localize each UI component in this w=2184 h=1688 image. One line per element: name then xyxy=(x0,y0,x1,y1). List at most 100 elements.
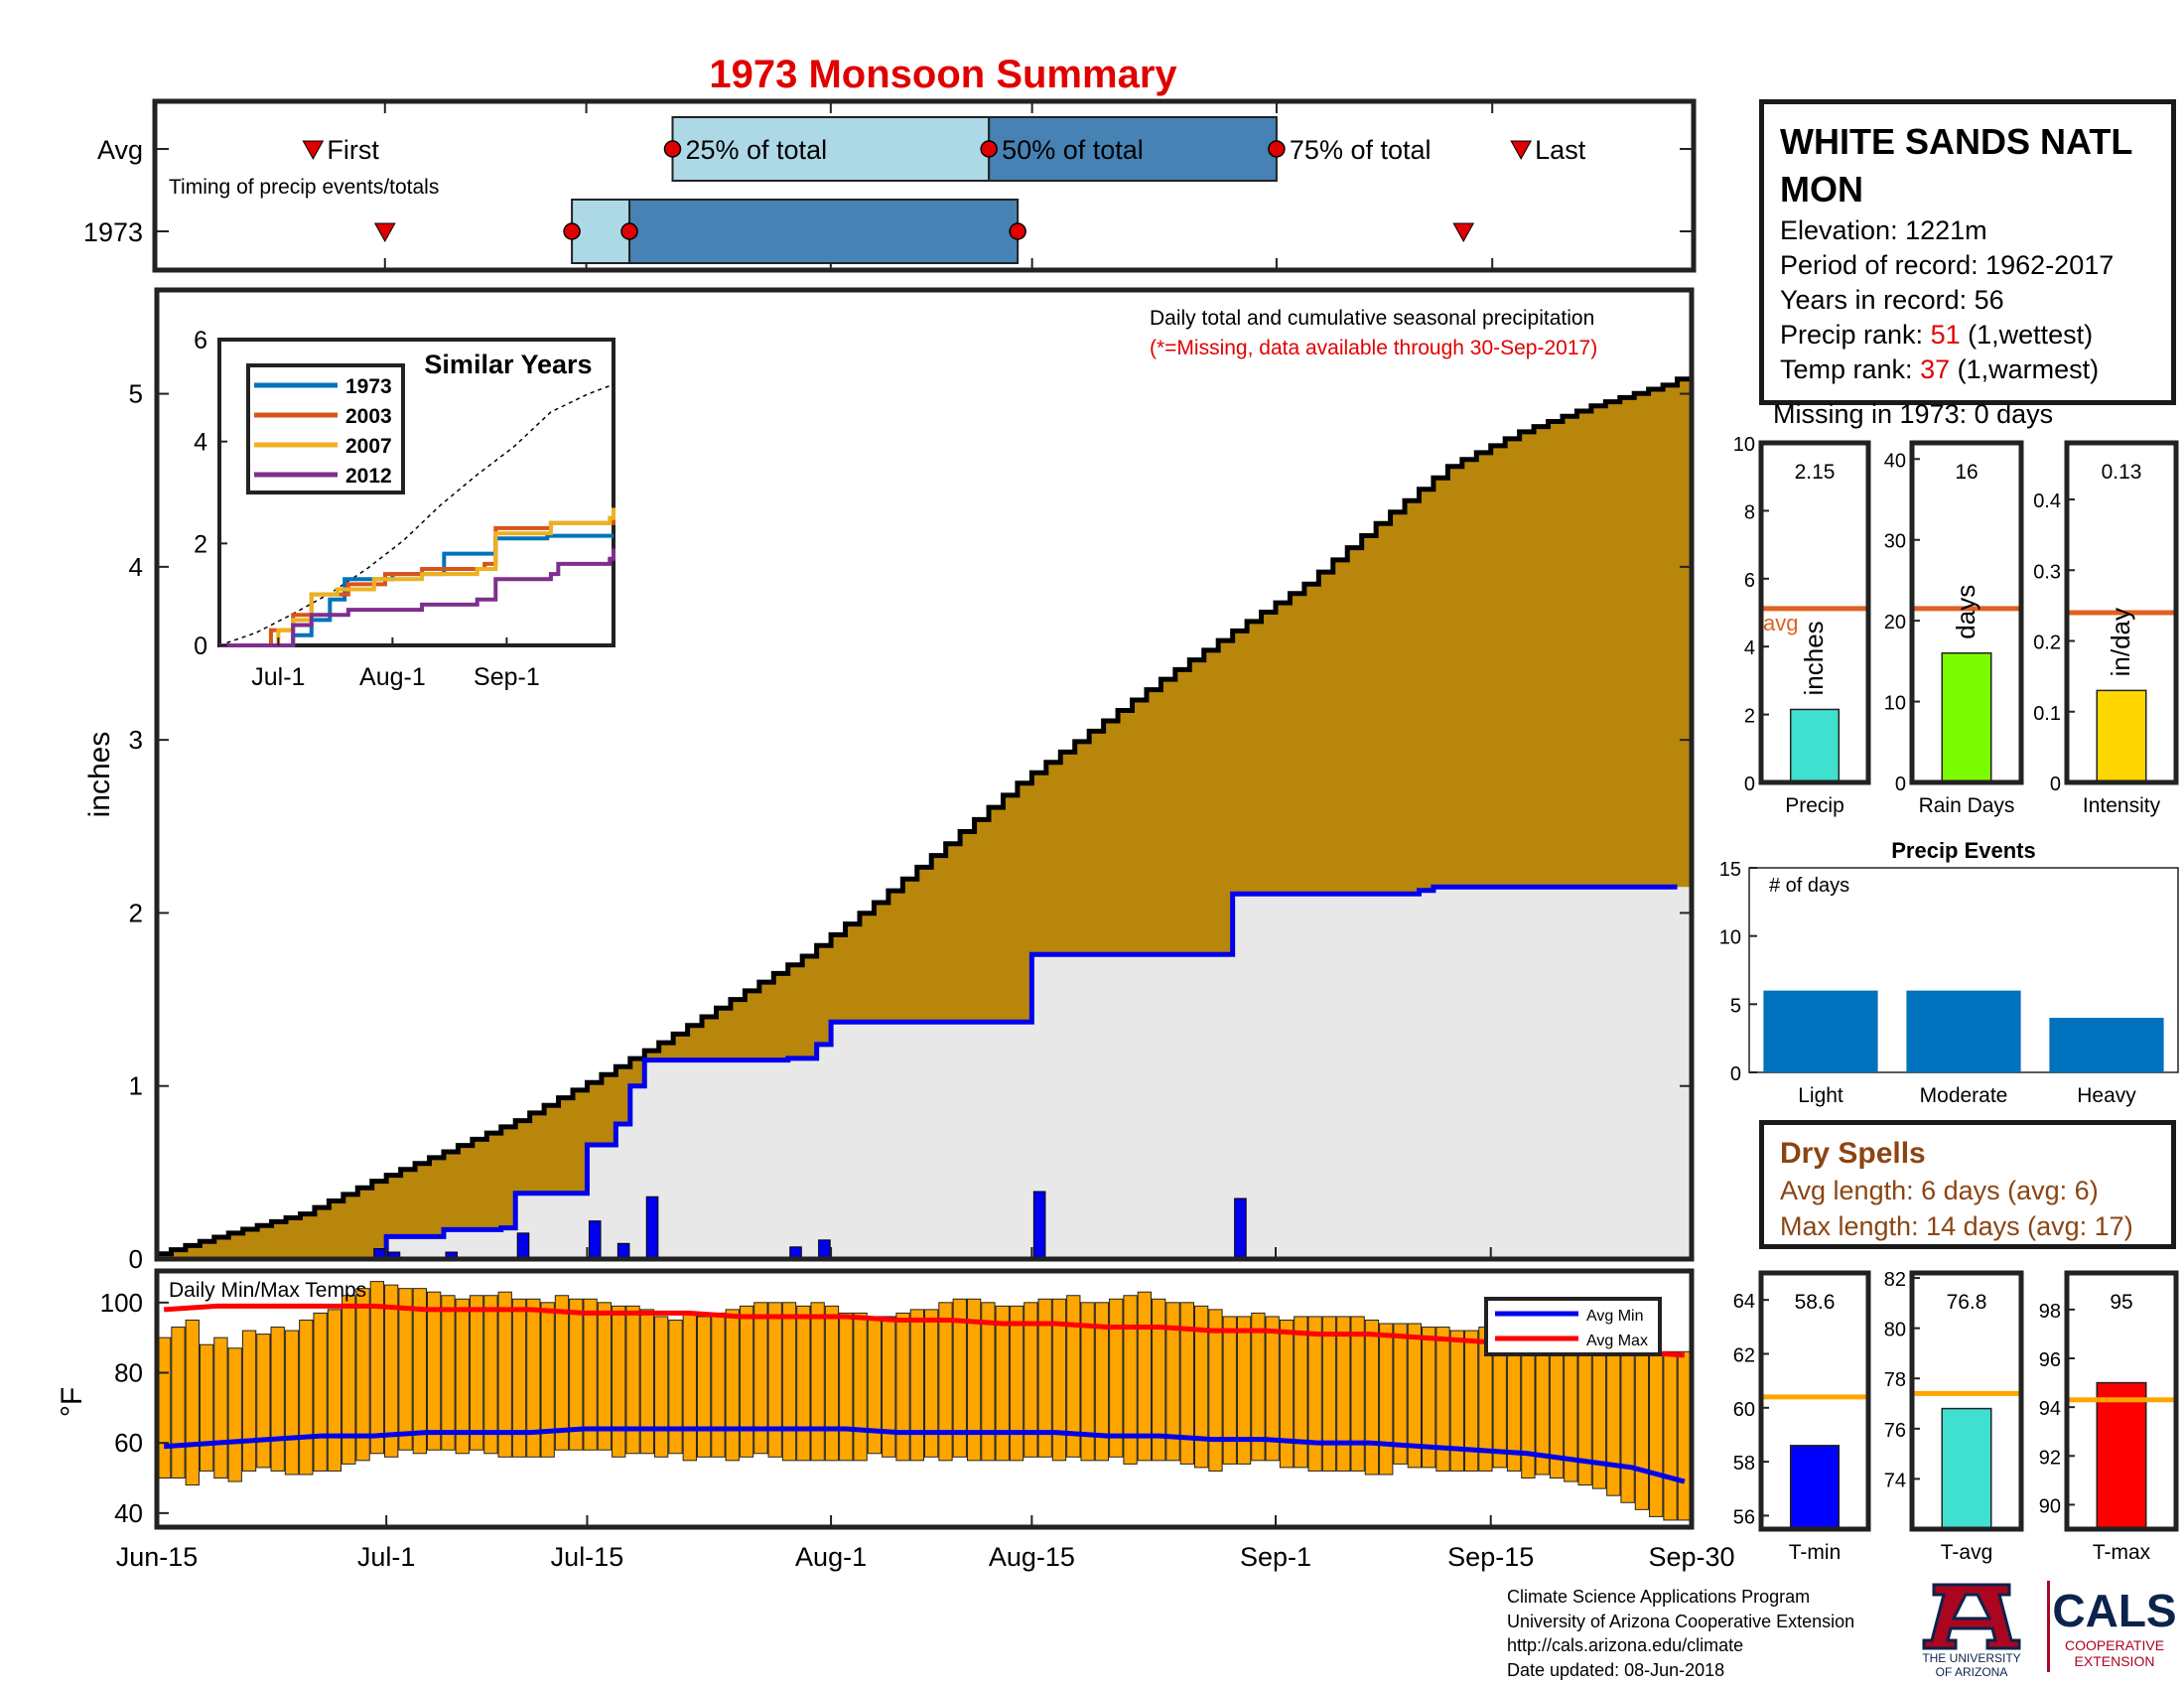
precip-total-tick-label: 10 xyxy=(1733,434,1755,456)
daily-temp-bar xyxy=(441,1295,456,1451)
t-max-tick-label: 92 xyxy=(2039,1447,2061,1469)
inset-y-tick-label: 4 xyxy=(194,429,207,457)
daily-precip-bar xyxy=(818,1239,831,1260)
footer-line-url[interactable]: http://cals.arizona.edu/climate xyxy=(1507,1635,1744,1655)
dry-spells-title: Dry Spells xyxy=(1780,1137,1926,1170)
missing-days-line: Missing in 1973: 0 days xyxy=(1773,399,2054,429)
daily-temp-bar xyxy=(796,1305,811,1462)
inset-x-tick-label: Sep-1 xyxy=(474,663,540,691)
daily-temp-bar xyxy=(1307,1316,1322,1472)
t-min-tick-label: 58 xyxy=(1733,1453,1755,1475)
timing-box-q25-q50 xyxy=(571,199,631,264)
daily-temp-bar xyxy=(1321,1316,1337,1472)
daily-temp-bar xyxy=(241,1330,257,1472)
inset-title: Similar Years xyxy=(424,350,592,379)
t-min-bar xyxy=(1789,1445,1841,1530)
precip-total-category-label: Precip xyxy=(1785,794,1844,817)
daily-temp-bar xyxy=(412,1288,427,1455)
t-max-tick-label: 90 xyxy=(2039,1495,2061,1517)
main-annotation: Daily total and cumulative seasonal prec… xyxy=(1150,307,1594,330)
rain-days-frame xyxy=(1909,440,2024,785)
cals-logo-sub2: EXTENSION xyxy=(2075,1653,2155,1669)
daily-temp-bar xyxy=(1051,1298,1067,1462)
events-bar-light xyxy=(1763,990,1878,1072)
t-max-bar xyxy=(2096,1381,2147,1530)
daily-temp-bar xyxy=(227,1347,242,1482)
t-avg-tick-label: 78 xyxy=(1884,1369,1906,1391)
dry-max-length: Max length: 14 days (avg: 17) xyxy=(1780,1211,2133,1241)
timing-label-first: First xyxy=(327,135,379,165)
x-tick-label: Aug-1 xyxy=(795,1542,867,1572)
daily-temp-bar xyxy=(882,1316,896,1458)
daily-temp-bar xyxy=(483,1295,498,1455)
daily-temp-bar xyxy=(1364,1319,1380,1476)
daily-temp-bar xyxy=(583,1298,598,1451)
t-avg-tick-label: 82 xyxy=(1884,1269,1906,1291)
daily-temp-bar xyxy=(398,1288,413,1451)
inset-legend-label: 2007 xyxy=(345,435,392,458)
daily-temp-bar xyxy=(313,1312,328,1472)
similar-years-inset: 0 2 4 6 Jul-1 Aug-1 Sep-1 Similar Years 1973 2003… xyxy=(194,327,615,691)
events-bar-heavy xyxy=(2049,1018,2164,1072)
footer-line-program: Climate Science Applications Program xyxy=(1507,1587,1811,1607)
timing-first-last-marker xyxy=(1452,222,1475,243)
daily-temp-bar xyxy=(711,1312,726,1458)
dry-avg-length: Avg length: 6 days (avg: 6) xyxy=(1780,1176,2099,1205)
station-name: WHITE SANDS NATL MON xyxy=(1780,121,2132,210)
daily-temp-bar xyxy=(668,1319,683,1455)
timing-label-last: Last xyxy=(1535,135,1586,165)
temp-y-axis-label: °F xyxy=(56,1387,88,1417)
temp-y-tick-label: 100 xyxy=(100,1288,143,1318)
events-ylabel: # of days xyxy=(1769,875,1849,897)
x-tick-label: Aug-15 xyxy=(989,1542,1075,1572)
y-tick-label: 1 xyxy=(129,1071,143,1101)
daily-temp-bar xyxy=(1024,1302,1038,1458)
daily-temp-bar xyxy=(1350,1316,1365,1472)
daily-temp-bar xyxy=(1165,1302,1180,1462)
daily-temp-bar xyxy=(952,1298,967,1458)
intensity-tick-label: 0.2 xyxy=(2033,633,2061,654)
y-tick-label: 3 xyxy=(129,725,143,755)
intensity-tick-label: 0.4 xyxy=(2033,491,2061,512)
t-max-frame xyxy=(2064,1270,2179,1532)
precip-total-tick-label: 2 xyxy=(1744,706,1755,728)
t-min-tick-label: 62 xyxy=(1733,1344,1755,1366)
timing-box-q25-q50 xyxy=(671,116,991,182)
daily-temp-bar xyxy=(1208,1309,1223,1472)
daily-temp-bar xyxy=(455,1298,470,1455)
t-avg-tick-label: 80 xyxy=(1884,1320,1906,1341)
avg-min-line xyxy=(163,1426,1686,1484)
footer-line-date: Date updated: 08-Jun-2018 xyxy=(1507,1659,1725,1680)
daily-temp-bar xyxy=(1279,1319,1295,1469)
timing-first-last-marker xyxy=(1510,140,1533,161)
daily-temp-bar xyxy=(185,1319,200,1486)
ua-logo-line2: OF ARIZONA xyxy=(1936,1665,2008,1678)
daily-temp-bar xyxy=(1236,1316,1252,1465)
x-tick-label: Jul-15 xyxy=(551,1542,624,1572)
inset-y-tick-label: 0 xyxy=(194,633,207,660)
t-avg-value-label: 76.8 xyxy=(1947,1291,1987,1314)
avg-cumulative-line xyxy=(157,376,1692,1257)
events-tick-label: 10 xyxy=(1719,927,1741,949)
intensity-tick-label: 0.1 xyxy=(2033,703,2061,725)
daily-temp-bar xyxy=(1591,1343,1607,1489)
cals-logo-sub1: COOPERATIVE xyxy=(2065,1637,2164,1653)
rain-days-bar xyxy=(1941,651,1992,783)
daily-temp-bar xyxy=(1179,1302,1194,1465)
daily-temp-bar xyxy=(682,1312,697,1462)
inset-avg-line xyxy=(218,383,614,646)
daily-temp-bar xyxy=(1422,1327,1436,1469)
daily-temp-bar xyxy=(1265,1316,1280,1462)
temp-legend-box xyxy=(1484,1297,1662,1356)
timing-quantile-marker xyxy=(620,222,638,240)
precip-total-frame xyxy=(1758,440,1871,785)
daily-temp-bar xyxy=(639,1309,655,1455)
timing-subtitle: Timing of precip events/totals xyxy=(169,176,439,199)
daily-precip-bar xyxy=(1032,1191,1046,1260)
temp-rank-value: 37 xyxy=(1920,354,1951,384)
daily-temp-bar xyxy=(384,1284,399,1458)
precip-total-tick-label: 6 xyxy=(1744,570,1755,592)
intensity-unit-label: in/day xyxy=(2106,608,2135,676)
events-tick-label: 5 xyxy=(1730,995,1741,1017)
